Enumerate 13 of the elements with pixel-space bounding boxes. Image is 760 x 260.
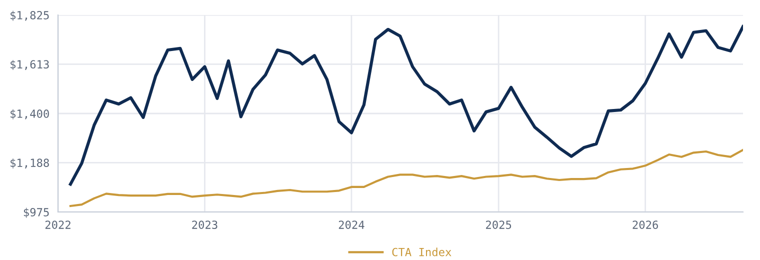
y-tick-label: $1,400: [10, 109, 49, 120]
x-tick-label: 2026: [632, 220, 658, 229]
x-tick-label: 2022: [45, 220, 70, 229]
x-tick-label: 2025: [486, 220, 512, 229]
y-tick-label: $1,825: [10, 10, 49, 21]
x-tick-label: 2024: [338, 220, 364, 229]
y-tick-label: $1,188: [10, 158, 49, 169]
y-tick-label: $1,613: [10, 60, 49, 70]
x-tick-label: 2023: [192, 220, 218, 229]
line-series: [69, 148, 743, 208]
legend-label: CTA Index: [392, 248, 452, 256]
y-tick-label: $975: [24, 208, 49, 218]
line-series: [68, 25, 743, 186]
